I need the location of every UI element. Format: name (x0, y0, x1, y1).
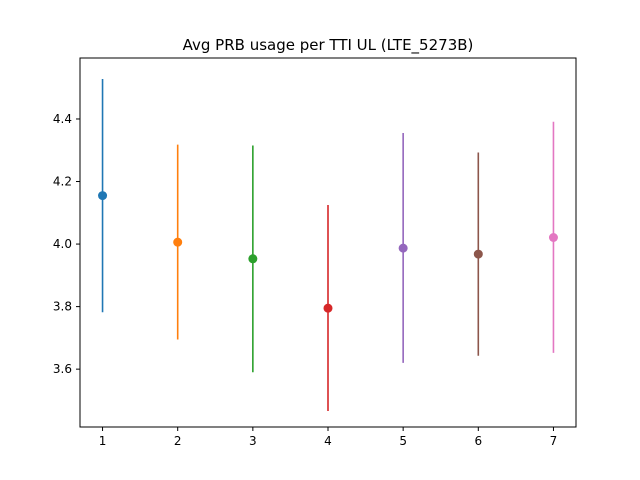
y-tick-label-5: 4.4 (53, 112, 72, 126)
y-tick-label-1: 3.6 (53, 362, 72, 376)
x-tick-label-4: 4 (324, 434, 332, 448)
plot-area (98, 78, 558, 412)
x-tick-label-7: 7 (550, 434, 558, 448)
x-tick-label-6: 6 (474, 434, 482, 448)
x-tick-label-5: 5 (399, 434, 407, 448)
x-tick-label-1: 1 (99, 434, 107, 448)
data-point-3 (248, 254, 258, 264)
x-tick-label-2: 2 (174, 434, 182, 448)
y-tick-label-3: 4.0 (53, 237, 72, 251)
data-point-6 (473, 249, 483, 259)
data-point-1 (98, 191, 108, 201)
data-point-2 (173, 237, 183, 247)
y-tick-label-4: 4.2 (53, 175, 72, 189)
y-axis: 3.6 3.8 4.0 4.2 4.4 (53, 112, 80, 376)
chart-title: Avg PRB usage per TTI UL (LTE_5273B) (183, 36, 474, 55)
data-point-5 (398, 243, 408, 253)
data-point-7 (548, 232, 558, 242)
x-axis: 1 2 3 4 5 6 7 (99, 427, 558, 448)
x-tick-label-3: 3 (249, 434, 257, 448)
data-point-4 (323, 303, 333, 313)
y-tick-label-2: 3.8 (53, 300, 72, 314)
